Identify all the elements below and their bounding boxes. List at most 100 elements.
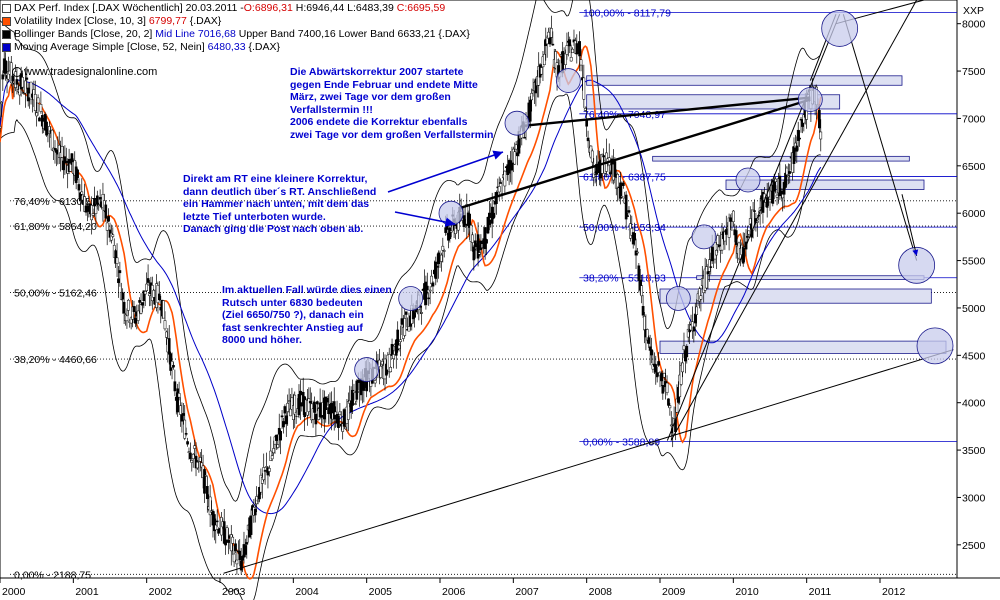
candle-body [654, 364, 658, 373]
candle-body [753, 210, 756, 212]
legend-swatch-bollinger [2, 30, 11, 39]
candle-body [235, 559, 239, 565]
candle-body [80, 191, 84, 195]
candle-body [205, 486, 209, 500]
candle-body [441, 245, 445, 251]
candle-body [215, 520, 219, 523]
candle-body [265, 466, 268, 468]
candle-body [565, 45, 569, 55]
candle-body [143, 291, 147, 295]
candle-body [39, 104, 43, 112]
candle-body [342, 409, 346, 427]
candle-body [132, 306, 136, 312]
candle-body [313, 401, 316, 413]
fib-right-label: 100,00% - 8117,79 [583, 8, 671, 20]
candle-body [624, 194, 628, 220]
candle-body [1, 74, 5, 80]
y-tick-label: 3000 [962, 492, 986, 504]
candle-body [472, 246, 476, 261]
candle-body [121, 292, 125, 300]
candle-body [286, 402, 290, 412]
arrow-to-2006 [394, 211, 456, 227]
candle-body [275, 434, 278, 441]
candle-body [396, 329, 400, 351]
candle-body [637, 265, 641, 281]
candle-body [325, 398, 329, 403]
candle-body [79, 192, 82, 201]
candle-body [442, 250, 446, 252]
x-tick-label: 2006 [442, 586, 466, 598]
legend-dax-prefix: DAX Perf. Index [.DAX Wöchentlich] 20.03… [14, 2, 244, 14]
candle-body [45, 121, 48, 136]
y-tick-label: 6500 [962, 161, 986, 173]
candle-body [280, 415, 284, 418]
candle-body [356, 379, 360, 383]
candle-body [198, 457, 202, 462]
candle-body [430, 275, 433, 285]
candle-body [685, 345, 689, 358]
candle-body [621, 182, 625, 186]
candle-body [582, 77, 586, 100]
candle-body [731, 210, 735, 223]
candle-body [660, 373, 663, 382]
candle-body [125, 315, 129, 322]
candle-body [38, 117, 41, 122]
candle-body [590, 150, 594, 163]
bollinger-bands [0, 0, 822, 600]
candle-body [136, 310, 140, 321]
trendline-steep-2 [670, 0, 918, 441]
candle-body [645, 329, 649, 341]
candle-body [819, 131, 823, 140]
candle-body [117, 278, 120, 284]
candle-body [768, 199, 772, 203]
candle-body [270, 455, 274, 460]
candle-body [134, 317, 137, 324]
candle-body [189, 452, 192, 459]
candle-body [681, 362, 684, 373]
candle-body [107, 216, 110, 222]
candle-body [428, 289, 432, 292]
x-tick-label: 2009 [662, 586, 686, 598]
legend-bollinger-mid: Mid Line 7016,68 [155, 28, 236, 40]
marker-circle [916, 327, 954, 365]
candle-body [478, 252, 481, 255]
candle-body [177, 393, 181, 398]
candle-body [774, 178, 777, 182]
legend-volatility-label: Volatility Index [Close, 10, 3] [14, 15, 146, 27]
trendline-support [223, 349, 954, 574]
legend-dax-open: O:6896,31 [243, 2, 293, 14]
legend-bollinger-rest: Upper Band 7400,16 Lower Band 6633,21 {.… [238, 28, 470, 40]
candle-body [798, 137, 801, 140]
marker-circle [898, 246, 936, 284]
candle-body [293, 394, 297, 415]
candle-body [35, 112, 39, 117]
x-tick-label: 2008 [589, 586, 613, 598]
x-tick-label: 2003 [222, 586, 246, 598]
candle-body [76, 169, 79, 179]
candle-body [344, 426, 347, 430]
candle-body [403, 318, 407, 336]
candle-body [390, 343, 394, 356]
fib-right-label: 50,00% - 5853,34 [583, 222, 666, 234]
annotation-rt-correction: Direkt am RT eine kleinere Korrektur, da… [183, 173, 377, 235]
candle-body [530, 92, 534, 101]
marker-circle [691, 224, 717, 250]
candle-body [77, 184, 81, 191]
candle-body [337, 415, 340, 428]
candle-body [528, 99, 532, 122]
trendline-steep-1 [666, 14, 841, 441]
candle-body [691, 321, 694, 332]
candle-body [167, 338, 171, 355]
candle-body [93, 198, 96, 207]
candle-body [473, 240, 477, 248]
candle-body [158, 293, 161, 301]
candle-body [389, 366, 392, 373]
candle-body [440, 254, 443, 262]
watermark: www.tradesignalonline.com [12, 66, 157, 78]
candle-body [238, 550, 242, 561]
fib-left-label: 0,00% - 2188,75 [14, 569, 91, 581]
x-tick-label: 2002 [149, 586, 173, 598]
candle-body [181, 413, 185, 416]
marker-circle [504, 110, 530, 136]
